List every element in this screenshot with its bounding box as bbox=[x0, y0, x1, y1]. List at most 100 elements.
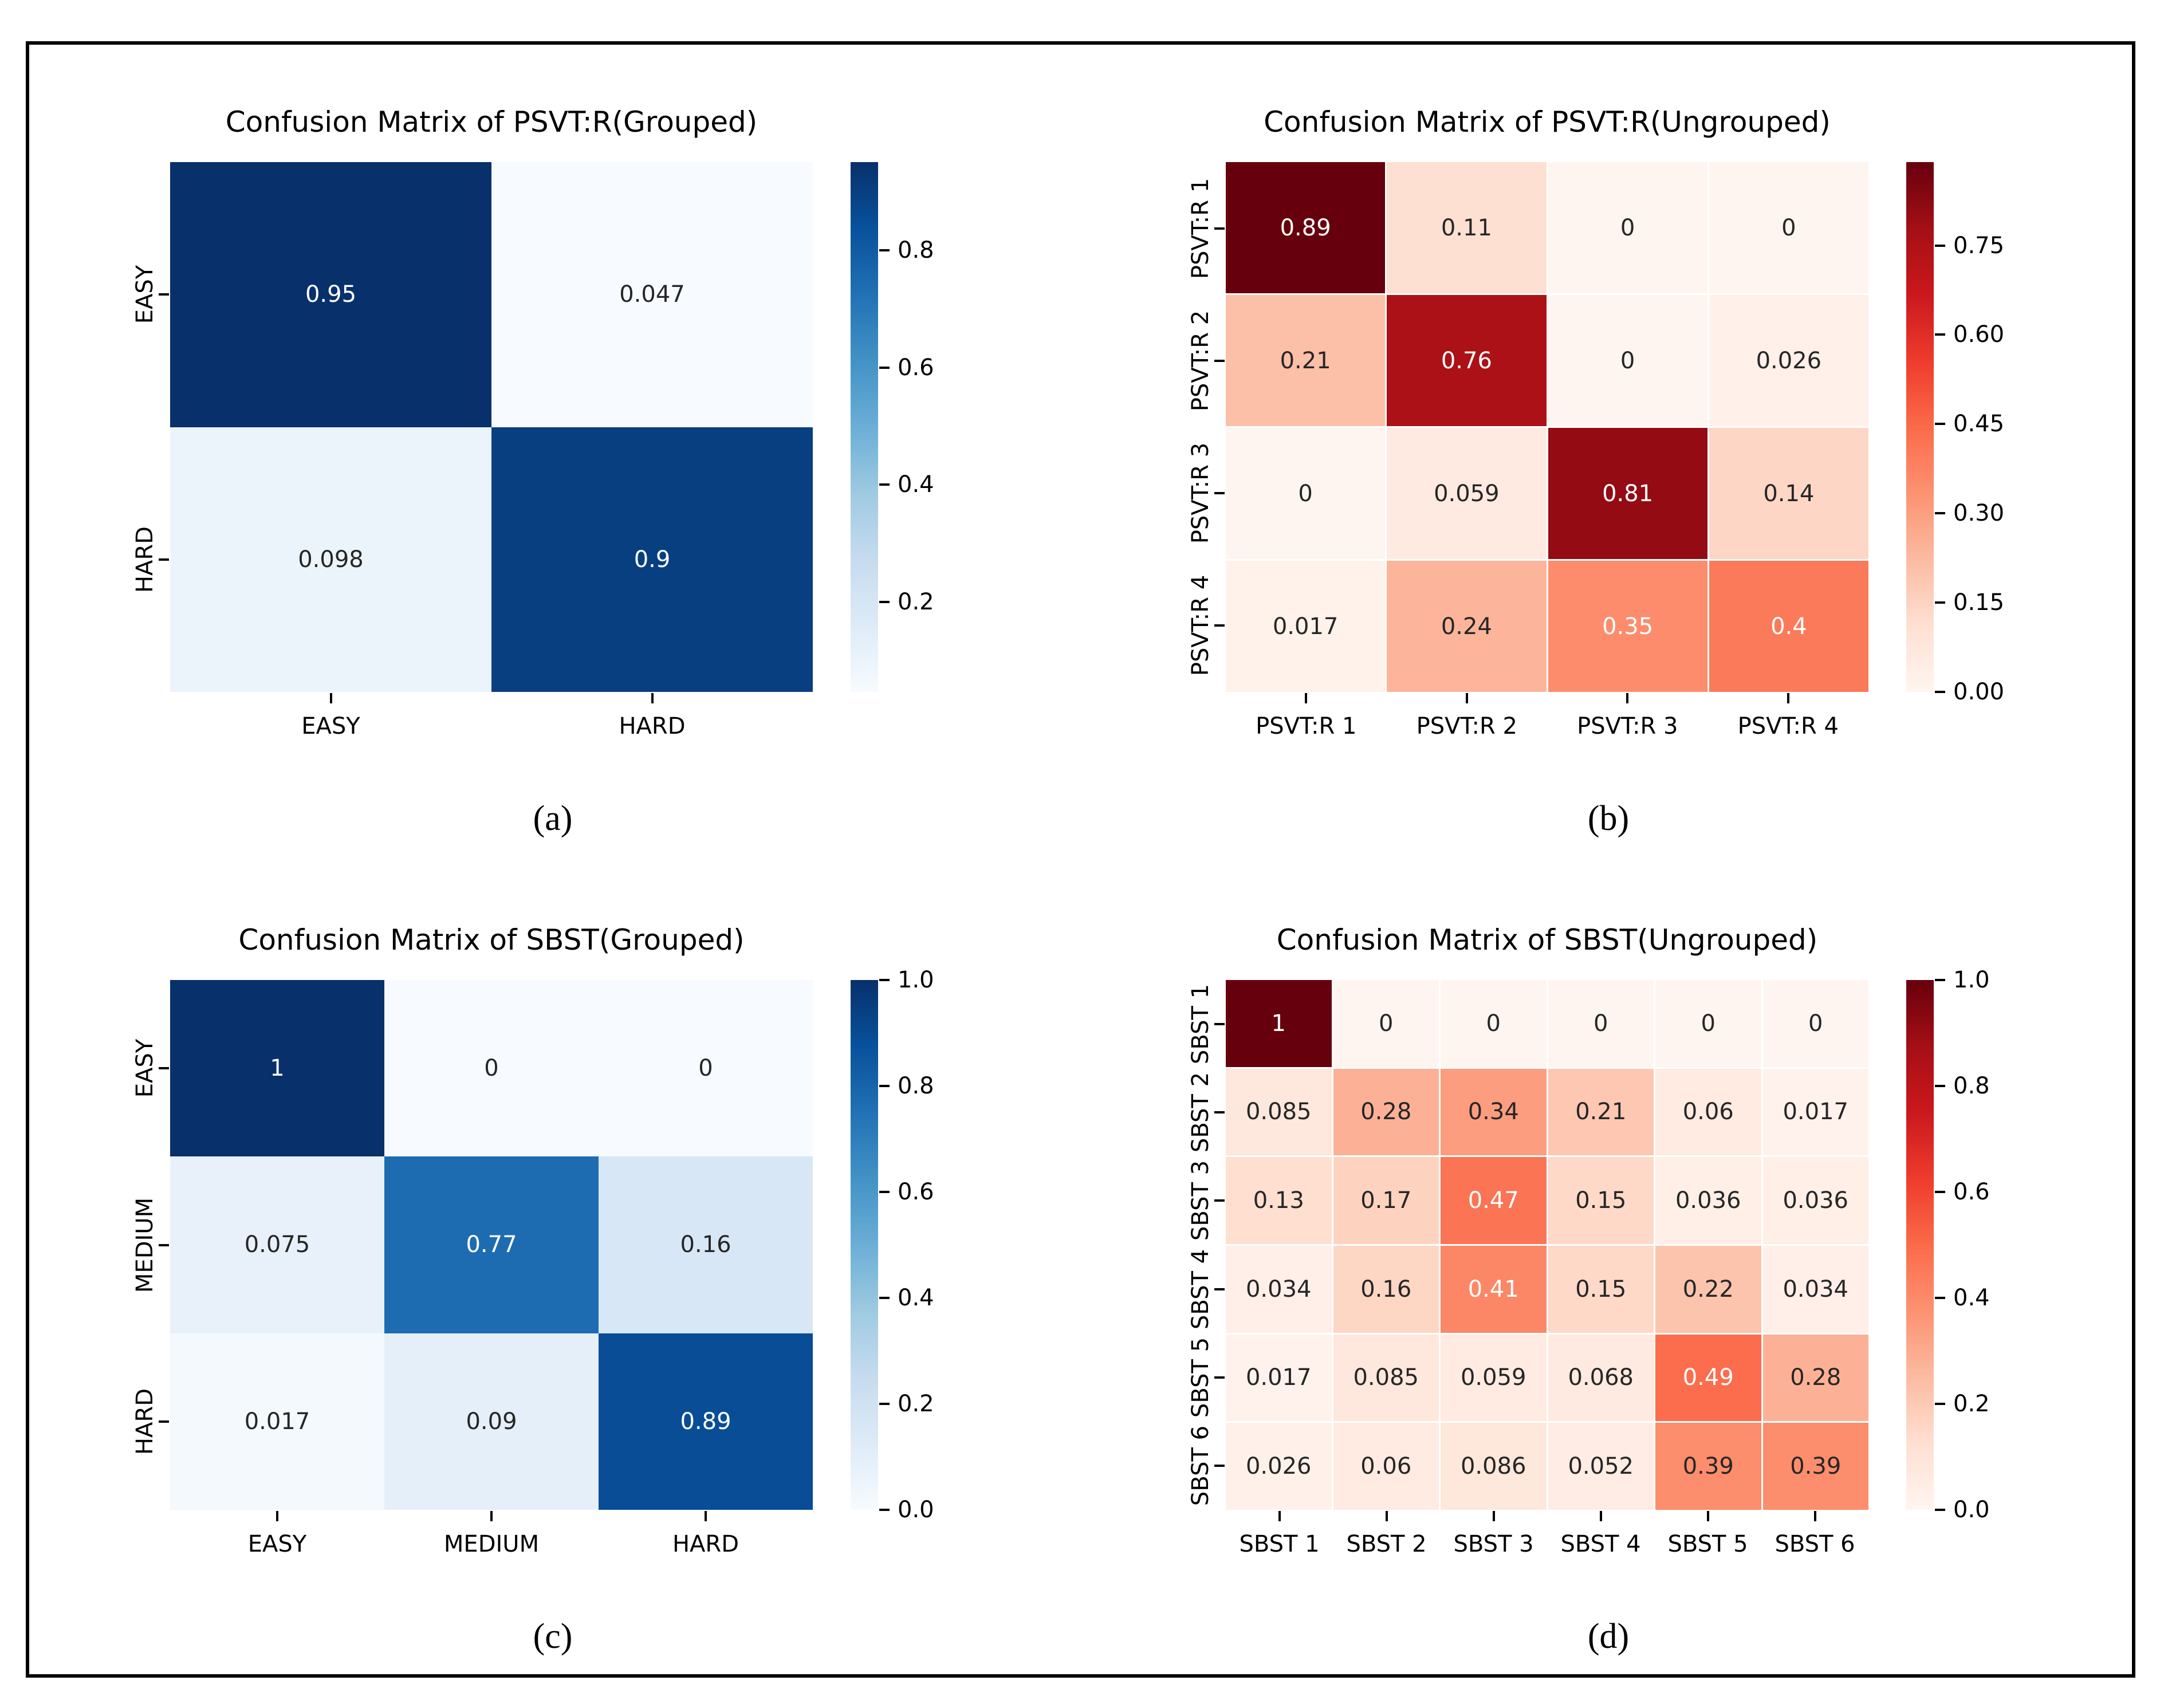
heatmap-cell: 0.95 bbox=[170, 162, 491, 427]
colorbar-tick bbox=[879, 1509, 890, 1511]
x-tick-label: MEDIUM bbox=[443, 1531, 540, 1557]
cell-value: 0.026 bbox=[1245, 1453, 1312, 1480]
colorbar-tick bbox=[879, 483, 890, 486]
cell-value: 0.075 bbox=[244, 1231, 310, 1258]
colorbar-tick-label: 0.30 bbox=[1953, 500, 2005, 527]
colorbar-tick bbox=[1935, 333, 1945, 336]
colorbar-tick bbox=[1935, 512, 1945, 515]
colorbar-tick bbox=[1935, 1403, 1945, 1405]
x-axis-tick bbox=[651, 693, 654, 703]
cell-value: 0.89 bbox=[1280, 214, 1331, 241]
heatmap-cell: 0 bbox=[599, 980, 813, 1157]
chart-title: Confusion Matrix of PSVT:R(Grouped) bbox=[225, 105, 758, 139]
colorbar-tick-label: 0.60 bbox=[1953, 321, 2005, 348]
heatmap-cell: 0.15 bbox=[1548, 1157, 1654, 1244]
y-tick-label: MEDIUM bbox=[132, 1197, 158, 1293]
x-tick-label: PSVT:R 1 bbox=[1256, 713, 1357, 739]
y-tick-label: SBST 6 bbox=[1187, 1425, 1214, 1506]
chart-title: Confusion Matrix of PSVT:R(Ungrouped) bbox=[1264, 105, 1831, 139]
chart-title: Confusion Matrix of SBST(Ungrouped) bbox=[1276, 923, 1818, 957]
x-axis-tick bbox=[1278, 1511, 1281, 1521]
colorbar-tick bbox=[879, 1403, 890, 1405]
cell-value: 0.13 bbox=[1253, 1187, 1304, 1214]
x-axis-tick bbox=[1813, 1511, 1816, 1521]
x-axis-tick bbox=[490, 1511, 493, 1521]
x-tick-label: SBST 6 bbox=[1775, 1531, 1855, 1557]
colorbar-tick bbox=[879, 249, 890, 251]
heatmap-cell: 0.47 bbox=[1441, 1157, 1547, 1244]
cell-value: 0.95 bbox=[305, 281, 357, 308]
y-axis-tick bbox=[1214, 1111, 1225, 1114]
cell-value: 0.16 bbox=[680, 1231, 731, 1258]
y-axis-tick bbox=[1214, 1023, 1225, 1026]
x-tick-label: HARD bbox=[672, 1531, 739, 1557]
heatmap-cell: 0.09 bbox=[384, 1333, 599, 1510]
cell-value: 0.21 bbox=[1575, 1099, 1627, 1125]
colorbar bbox=[851, 162, 878, 692]
cell-value: 0.036 bbox=[1675, 1187, 1741, 1214]
colorbar-tick bbox=[879, 601, 890, 604]
cell-value: 0.22 bbox=[1682, 1276, 1734, 1302]
heatmap-cell: 0 bbox=[1548, 162, 1707, 293]
heatmap-cell: 0.098 bbox=[170, 427, 491, 692]
cell-value: 0 bbox=[1620, 214, 1635, 241]
cell-value: 1 bbox=[270, 1055, 285, 1082]
y-axis-tick bbox=[159, 1420, 169, 1423]
cell-value: 1 bbox=[1271, 1010, 1286, 1037]
heatmap-plot-area: 0.89 0.11 0 0 0.21 0.76 0 0.026 0 0.059 0.81 0.14 0.… bbox=[1226, 162, 1868, 692]
x-tick-label: EASY bbox=[301, 713, 360, 739]
heatmap-cell: 0.41 bbox=[1441, 1246, 1547, 1333]
x-axis-tick bbox=[1706, 1511, 1709, 1521]
heatmap-cell: 0.76 bbox=[1387, 295, 1547, 426]
colorbar-tick-label: 0.2 bbox=[1953, 1391, 1990, 1417]
x-axis-tick bbox=[1465, 693, 1468, 703]
x-tick-label: SBST 4 bbox=[1560, 1531, 1641, 1557]
colorbar-tick-label: 0.6 bbox=[898, 1179, 934, 1205]
y-tick-label: HARD bbox=[132, 1388, 158, 1455]
cell-value: 0.085 bbox=[1353, 1364, 1419, 1391]
cell-value: 0.15 bbox=[1575, 1276, 1627, 1302]
heatmap-grid: 0.89 0.11 0 0 0.21 0.76 0 0.026 0 0.059 0.81 0.14 0.… bbox=[1226, 162, 1868, 692]
cell-value: 0.098 bbox=[298, 546, 364, 573]
colorbar-tick-label: 0.45 bbox=[1953, 411, 2005, 438]
heatmap-cell: 0 bbox=[1548, 295, 1707, 426]
heatmap-cell: 0.059 bbox=[1441, 1334, 1547, 1422]
heatmap-cell: 0.017 bbox=[1226, 561, 1386, 692]
x-axis-tick bbox=[1626, 693, 1629, 703]
y-tick-label: EASY bbox=[132, 1038, 158, 1098]
cell-value: 0.39 bbox=[1790, 1453, 1842, 1480]
y-axis-tick bbox=[1214, 1199, 1225, 1202]
y-axis-tick bbox=[159, 293, 169, 296]
colorbar-tick-label: 0.4 bbox=[898, 1285, 934, 1311]
heatmap-cell: 0.77 bbox=[384, 1156, 599, 1333]
heatmap-cell: 0.017 bbox=[1226, 1334, 1332, 1422]
heatmap-cell: 0.9 bbox=[491, 427, 813, 692]
heatmap-cell: 0 bbox=[1709, 162, 1868, 293]
colorbar-tick-label: 1.0 bbox=[1953, 967, 1990, 993]
cell-value: 0.77 bbox=[466, 1231, 517, 1258]
colorbar-tick bbox=[1935, 691, 1945, 693]
panel-caption: (c) bbox=[533, 1617, 573, 1656]
heatmap-cell: 0.16 bbox=[1333, 1246, 1439, 1333]
colorbar-tick-label: 0.15 bbox=[1953, 589, 2005, 616]
heatmap-cell: 0.017 bbox=[170, 1333, 384, 1510]
heatmap-plot-area: 0.95 0.047 0.098 0.9 bbox=[170, 162, 813, 692]
cell-value: 0.4 bbox=[1770, 613, 1807, 640]
x-tick-label: PSVT:R 3 bbox=[1577, 713, 1678, 739]
cell-value: 0.034 bbox=[1245, 1276, 1312, 1302]
heatmap-cell: 0.17 bbox=[1333, 1157, 1439, 1244]
heatmap-cell: 0.017 bbox=[1762, 1068, 1868, 1156]
heatmap-cell: 0.49 bbox=[1655, 1334, 1761, 1422]
heatmap-grid: 1 0 0 0 0 0 0.085 0.28 0.34 0.21 0.06 0.017 0.13 0.17… bbox=[1226, 980, 1868, 1510]
x-axis-tick bbox=[1599, 1511, 1602, 1521]
cell-value: 0.28 bbox=[1360, 1099, 1412, 1125]
heatmap-cell: 0.35 bbox=[1548, 561, 1707, 692]
cell-value: 0.47 bbox=[1467, 1187, 1519, 1214]
panel-confusion-matrix-sbst-ungrouped: Confusion Matrix of SBST(Ungrouped) 1 0 0 0… bbox=[1081, 859, 2135, 1677]
colorbar-tick-label: 0.0 bbox=[898, 1497, 934, 1523]
y-tick-label: PSVT:R 1 bbox=[1187, 178, 1214, 279]
colorbar-tick-label: 0.0 bbox=[1953, 1497, 1990, 1523]
panel-caption: (a) bbox=[533, 799, 573, 838]
heatmap-cell: 0 bbox=[1762, 980, 1868, 1067]
